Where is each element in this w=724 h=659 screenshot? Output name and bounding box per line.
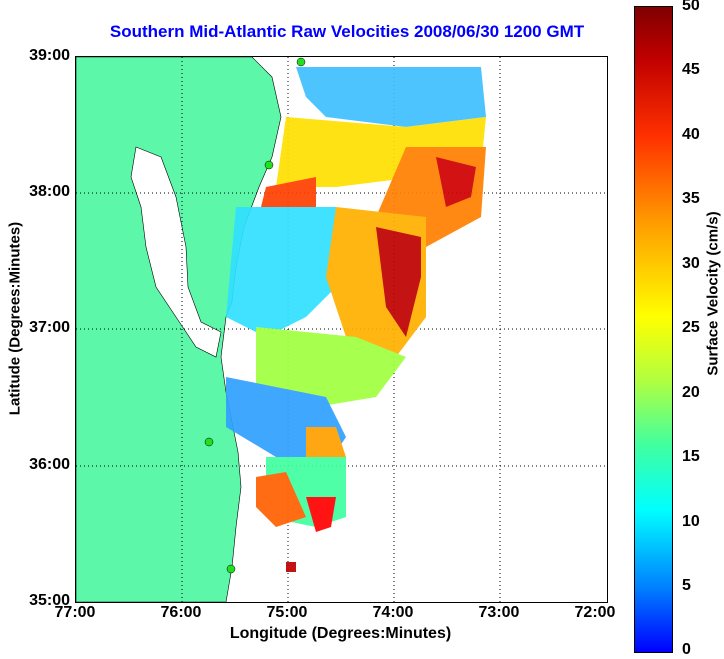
land-mass (76, 57, 282, 602)
colorbar-label: Surface Velocity (cm/s) (704, 211, 722, 376)
station-markers (204, 57, 306, 574)
colorbar-tick: 0 (682, 641, 691, 658)
colorbar-tick: 20 (682, 384, 700, 401)
colorbar-tick: 10 (682, 513, 700, 530)
colorbar-tick: 15 (682, 448, 700, 465)
x-tick-label: 77:00 (54, 604, 96, 621)
chesapeake-bay (130, 146, 222, 358)
x-tick-label: 75:00 (266, 604, 308, 621)
map-title: Southern Mid-Atlantic Raw Velocities 200… (109, 22, 585, 41)
y-tick-label: 39:00 (29, 47, 70, 64)
colorbar-tick: 45 (682, 61, 700, 78)
y-tick-label: 38:00 (29, 183, 70, 200)
y-tick-label: 35:00 (29, 592, 70, 609)
x-tick-label: 74:00 (372, 604, 414, 621)
x-tick-label: 76:00 (160, 604, 202, 621)
map-plot-area (75, 56, 608, 603)
y-axis-label: Latitude (Degrees:Minutes) (6, 221, 24, 416)
x-tick-label: 73:00 (478, 604, 520, 621)
colorbar-tick: 50 (682, 0, 700, 14)
colorbar-tick: 30 (682, 255, 700, 272)
x-tick-label: 72:00 (574, 604, 616, 621)
map-svg (76, 57, 607, 602)
colorbar-tick: 40 (682, 126, 700, 143)
velocity-field (226, 67, 486, 572)
x-axis-label: Longitude (Degrees:Minutes) (229, 625, 452, 642)
y-tick-label: 36:00 (29, 456, 70, 473)
colorbar (634, 6, 673, 653)
colorbar-tick: 25 (682, 319, 700, 336)
y-tick-label: 37:00 (29, 319, 70, 336)
colorbar-tick: 35 (682, 190, 700, 207)
colorbar-tick: 5 (682, 577, 691, 594)
